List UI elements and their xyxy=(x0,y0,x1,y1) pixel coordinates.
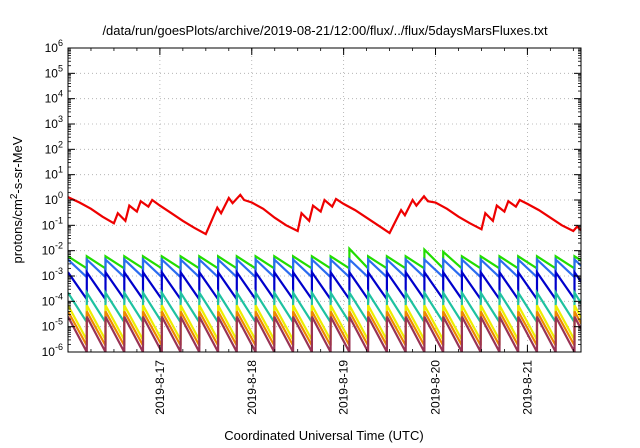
y-tick-label: 105 xyxy=(45,63,63,80)
y-tick-label: 10-1 xyxy=(42,215,63,232)
x-tick-label: 2019-8-19 xyxy=(337,360,351,415)
y-axis-label-prefix: protons/cm xyxy=(10,199,25,263)
y-axis-label-superscript: 2 xyxy=(9,193,20,199)
x-tick-label: 2019-8-20 xyxy=(429,360,443,415)
y-tick-label: 102 xyxy=(45,139,63,156)
series-line-7 xyxy=(68,316,581,352)
y-tick-label: 106 xyxy=(45,38,63,55)
chart-title: /data/run/goesPlots/archive/2019-08-21/1… xyxy=(102,23,548,38)
y-tick-label: 10-6 xyxy=(42,342,63,359)
y-tick-label: 101 xyxy=(45,165,63,182)
x-tick-label: 2019-8-17 xyxy=(153,360,167,415)
y-tick-label: 10-4 xyxy=(42,291,63,308)
data-series xyxy=(68,193,581,352)
y-tick-label: 10-2 xyxy=(42,241,63,258)
y-tick-label: 104 xyxy=(45,89,63,106)
axes: 10-6 10-5 10-4 10-3 10-2 10-1 100 101 102 103 104 1… xyxy=(42,38,581,415)
y-tick-label: 10-3 xyxy=(42,266,63,283)
y-tick-label: 103 xyxy=(45,114,63,131)
series-line-0 xyxy=(68,193,581,236)
x-tick-label: 2019-8-21 xyxy=(520,360,534,415)
series-line-3 xyxy=(68,268,581,303)
y-axis-label-suffix: -s-sr-MeV xyxy=(10,136,25,193)
y-axis-label: protons/cm2-s-sr-MeV xyxy=(9,136,25,263)
y-tick-label: 10-5 xyxy=(42,317,63,334)
x-axis-label: Coordinated Universal Time (UTC) xyxy=(224,428,423,443)
y-tick-label: 100 xyxy=(45,190,63,207)
x-tick-label: 2019-8-18 xyxy=(245,360,259,415)
